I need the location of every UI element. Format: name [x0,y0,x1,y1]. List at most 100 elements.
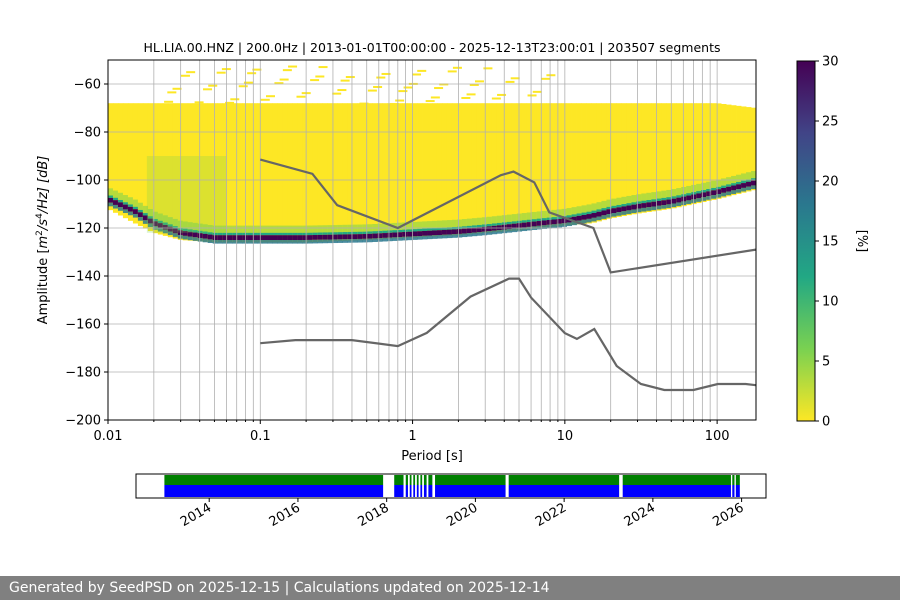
x-tick-label: 1 [408,429,416,444]
heatmap-cell [456,219,463,227]
heatmap-cell [232,240,238,244]
heatmap-cell [217,225,224,233]
heatmap-cell [586,204,592,212]
heatmap-cell [506,224,513,230]
heatmap-cell [686,195,692,201]
heatmap-cell [202,103,209,242]
heatmap-cell [354,106,364,109]
heatmap-cell [505,80,515,83]
heatmap-cell [207,239,214,243]
heatmap-cell [566,208,572,216]
heatmap-cell [377,103,383,240]
heatmap-cell [323,105,333,108]
heatmap-cell [741,187,747,192]
heatmap-cell [152,211,159,219]
heatmap-cell [751,185,756,190]
heatmap-cell [601,208,607,211]
heatmap-cell [556,209,562,217]
heatmap-cell [532,90,542,93]
heatmap-cell [596,209,602,212]
heatmap-cell [192,232,199,238]
heatmap-cell [666,189,672,198]
heatmap-cell [676,202,682,207]
heatmap-cell [297,232,303,236]
heatmap-cell [389,103,399,106]
heatmap-cell [541,210,548,219]
heatmap-cell [397,229,403,233]
heatmap-cell [741,180,747,184]
heatmap-cell [247,232,253,236]
heatmap-cell [332,234,338,240]
heatmap-cell [441,103,448,236]
heatmap-cell [367,238,373,243]
heatmap-cell [511,214,518,222]
colorbar-tick-label: 25 [822,115,839,130]
heatmap-cell [696,193,702,199]
heatmap-cell [277,103,283,243]
heatmap-cell [392,103,398,239]
heatmap-cell [666,204,672,208]
heatmap-cell [611,205,617,209]
heatmap-cell [439,83,449,86]
heatmap-cell [591,103,597,223]
heatmap-cell [362,231,368,235]
heatmap-cell [706,191,712,197]
heatmap-cell [746,172,752,180]
heatmap-cell [137,202,144,210]
heatmap-cell [526,222,533,227]
heatmap-cell [342,224,348,233]
heatmap-cell [471,103,478,234]
heatmap-cell [461,233,468,238]
heatmap-cell [186,71,196,74]
heatmap-cell [402,229,408,233]
heatmap-cell [402,232,408,237]
heatmap-cell [232,225,238,233]
heatmap-cell [631,103,637,215]
heatmap-cell [616,103,622,217]
heatmap-cell [526,212,533,220]
heatmap-cell [342,239,348,243]
timeline-bar-top [164,475,740,485]
heatmap-cell [367,233,373,239]
heatmap-cell [197,237,204,242]
heatmap-cell [716,103,722,199]
heatmap-cell [112,200,119,205]
heatmap-cell [132,213,139,218]
heatmap-cell [586,218,592,223]
heatmap-cell [571,207,577,215]
heatmap-cell [282,69,292,72]
heatmap-cell [656,205,662,210]
heatmap-cell [706,103,712,201]
heatmap-cell [596,216,602,221]
heatmap-cell [546,217,553,220]
heatmap-cell [412,229,418,232]
heatmap-cell [277,232,283,236]
heatmap-cell [327,225,333,233]
heatmap-cell [711,190,717,196]
heatmap-cell [302,225,308,233]
heatmap-cell [332,103,338,242]
heatmap-cell [417,236,423,240]
heatmap-cell [711,180,717,188]
heatmap-cell [207,232,214,235]
heatmap-cell [591,203,597,211]
heatmap-cell [162,222,169,225]
heatmap-cell [352,231,358,235]
heatmap-cell [227,103,234,243]
heatmap-cell [232,232,238,236]
heatmap-cell [526,219,533,223]
heatmap-cell [208,84,218,87]
heatmap-cell [731,105,737,196]
heatmap-cell [476,217,483,225]
heatmap-cell [392,230,398,233]
heatmap-cell [137,212,144,218]
heatmap-cell [731,183,737,186]
heatmap-cell [147,209,154,217]
heatmap-cell [541,225,548,229]
heatmap-cell [591,217,597,222]
heatmap-cell [427,235,433,240]
heatmap-cell [736,174,742,182]
heatmap-cell [621,211,627,215]
heatmap-cell [430,96,440,99]
heatmap-cell [265,95,275,98]
